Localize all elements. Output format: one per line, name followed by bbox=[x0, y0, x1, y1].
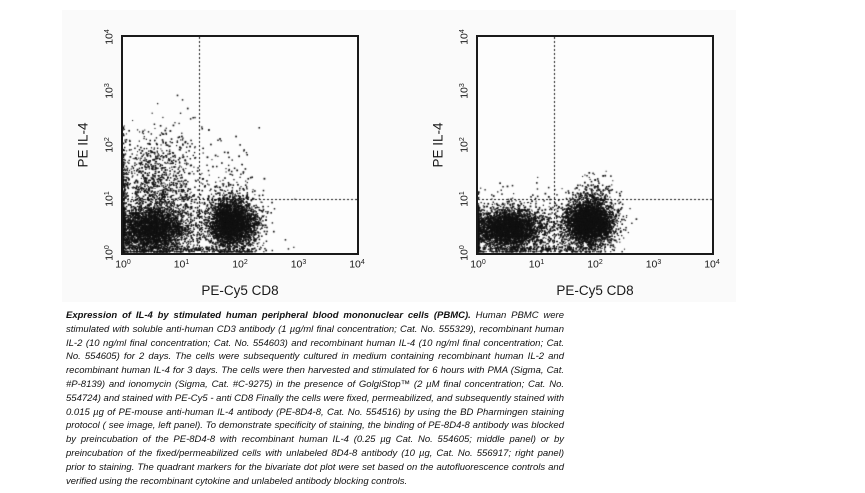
y-tick-label: 100 bbox=[103, 245, 116, 261]
x-axis-label-right: PE-Cy5 CD8 bbox=[556, 283, 634, 298]
y-tick-label: 102 bbox=[458, 137, 471, 153]
x-tick-label: 101 bbox=[528, 258, 545, 271]
caption-body: Human PBMC were stimulated with soluble … bbox=[66, 310, 564, 487]
x-tick-label: 102 bbox=[232, 258, 248, 271]
x-tick-label: 104 bbox=[349, 258, 365, 271]
y-axis-label-right: PE IL-4 bbox=[430, 122, 446, 168]
x-tick-label: 101 bbox=[173, 258, 190, 271]
y-tick-label: 104 bbox=[103, 29, 116, 45]
y-tick-label: 103 bbox=[103, 83, 116, 99]
y-tick-label: 102 bbox=[103, 137, 116, 153]
scatter-canvas-left bbox=[123, 37, 357, 253]
y-tick-label: 104 bbox=[458, 29, 471, 45]
y-tick-label: 103 bbox=[458, 83, 471, 99]
y-tick-label: 101 bbox=[103, 191, 116, 207]
y-tick-label: 101 bbox=[458, 191, 471, 207]
y-tick-label: 100 bbox=[458, 245, 471, 261]
x-axis-label-left: PE-Cy5 CD8 bbox=[201, 283, 279, 298]
x-tick-label: 103 bbox=[290, 258, 307, 271]
x-tick-label: 102 bbox=[587, 258, 603, 271]
x-tick-label: 100 bbox=[115, 258, 131, 271]
x-tick-label: 103 bbox=[645, 258, 662, 271]
dot-plot-right: 100 101 102 103 104 100 101 102 103 104 PE-Cy5 CD… bbox=[431, 29, 720, 298]
y-axis-label-left: PE IL-4 bbox=[75, 122, 91, 168]
figure-caption: Expression of IL-4 by stimulated human p… bbox=[66, 309, 564, 488]
caption-title: Expression of IL-4 by stimulated human p… bbox=[66, 310, 471, 321]
x-tick-label: 100 bbox=[470, 258, 486, 271]
dot-plot-left: 100 101 102 103 104 100 101 102 103 104 PE-Cy5 CD… bbox=[76, 29, 365, 298]
x-tick-label: 104 bbox=[704, 258, 720, 271]
scatter-canvas-right bbox=[478, 37, 712, 253]
